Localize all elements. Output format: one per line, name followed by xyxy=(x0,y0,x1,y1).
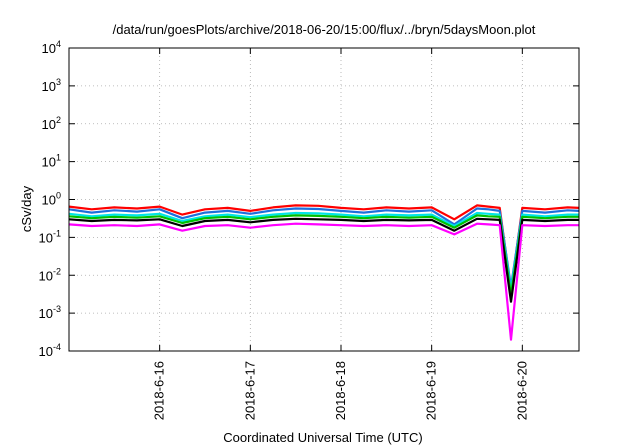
y-tick-label: 10-3 xyxy=(39,304,61,321)
x-tick-label: 2018-6-20 xyxy=(514,361,529,420)
series-group xyxy=(68,204,580,341)
y-tick-label: 103 xyxy=(42,77,61,94)
y-tick-label: 10-4 xyxy=(39,342,61,359)
x-tick-label: 2018-6-17 xyxy=(242,361,257,420)
x-axis-label: Coordinated Universal Time (UTC) xyxy=(223,430,422,445)
y-tick-label: 101 xyxy=(42,153,61,170)
grid xyxy=(69,48,579,351)
y-tick-label: 102 xyxy=(42,115,61,132)
axes: 10-4 10-3 10-2 10-1 100 101 102 103 104 2018-6-16… xyxy=(39,39,579,420)
plot-frame xyxy=(68,47,580,352)
y-axis-label: cSv/day xyxy=(19,185,34,232)
x-tick-label: 2018-6-16 xyxy=(152,361,167,420)
x-tick-label: 2018-6-18 xyxy=(333,361,348,420)
series-line-6 xyxy=(68,222,579,341)
y-tick-label: 104 xyxy=(42,39,61,56)
y-tick-label: 10-1 xyxy=(39,228,61,245)
chart-title: /data/run/goesPlots/archive/2018-06-20/1… xyxy=(113,22,536,37)
series-line-5 xyxy=(68,217,579,303)
x-tick-label: 2018-6-19 xyxy=(424,361,439,420)
y-tick-label: 100 xyxy=(42,191,61,208)
y-tick-label: 10-2 xyxy=(39,266,61,283)
